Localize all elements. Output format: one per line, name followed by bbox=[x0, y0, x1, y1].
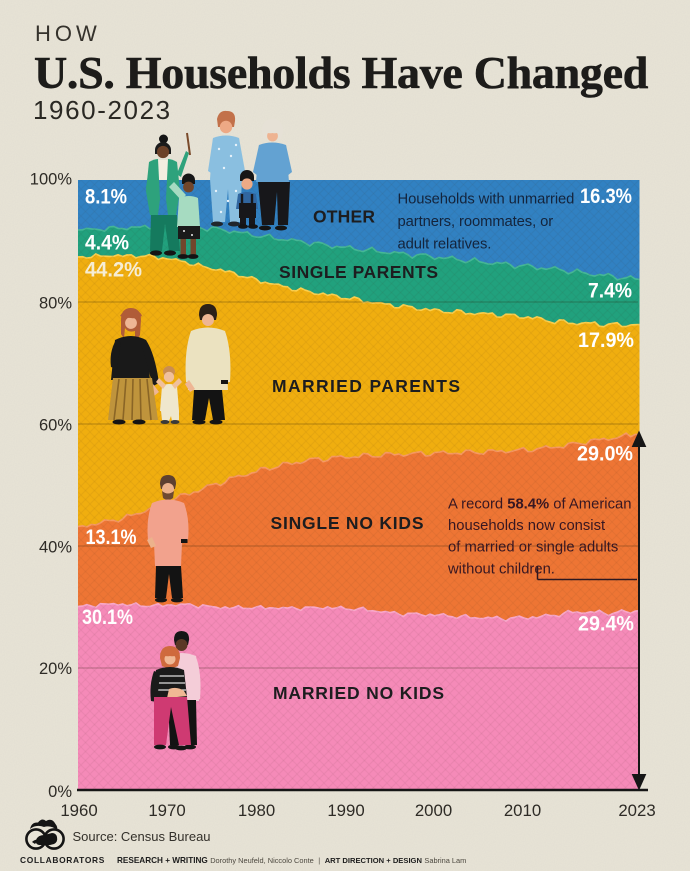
svg-text:29.4%: 29.4% bbox=[578, 613, 634, 636]
svg-text:of married or single adults: of married or single adults bbox=[448, 540, 618, 556]
svg-text:SINGLE NO KIDS: SINGLE NO KIDS bbox=[271, 513, 424, 533]
svg-text:100%: 100% bbox=[30, 171, 73, 189]
svg-text:without children.: without children. bbox=[447, 561, 555, 577]
svg-text:A record 58.4% of American: A record 58.4% of American bbox=[448, 496, 631, 512]
svg-text:1970: 1970 bbox=[148, 801, 185, 820]
svg-text:40%: 40% bbox=[39, 539, 72, 557]
svg-text:1990: 1990 bbox=[327, 801, 364, 820]
svg-text:4.4%: 4.4% bbox=[85, 232, 129, 255]
svg-text:13.1%: 13.1% bbox=[86, 526, 137, 550]
svg-text:0%: 0% bbox=[48, 783, 72, 801]
svg-text:MARRIED PARENTS: MARRIED PARENTS bbox=[272, 376, 460, 396]
svg-text:16.3%: 16.3% bbox=[580, 185, 632, 208]
svg-text:7.4%: 7.4% bbox=[588, 280, 632, 303]
svg-text:8.1%: 8.1% bbox=[85, 185, 127, 208]
svg-text:20%: 20% bbox=[39, 660, 72, 678]
svg-text:60%: 60% bbox=[39, 417, 72, 435]
svg-text:2023: 2023 bbox=[618, 801, 655, 820]
svg-text:1960: 1960 bbox=[60, 801, 97, 820]
svg-text:17.9%: 17.9% bbox=[578, 329, 634, 352]
svg-text:80%: 80% bbox=[39, 295, 72, 313]
svg-text:1980: 1980 bbox=[238, 801, 275, 820]
svg-text:Households with unmarried: Households with unmarried bbox=[398, 191, 575, 207]
svg-text:30.1%: 30.1% bbox=[82, 606, 133, 630]
svg-text:MARRIED NO KIDS: MARRIED NO KIDS bbox=[273, 683, 444, 703]
svg-text:2000: 2000 bbox=[415, 801, 452, 820]
svg-text:households now consist: households now consist bbox=[448, 518, 605, 534]
svg-text:44.2%: 44.2% bbox=[85, 258, 142, 281]
svg-text:SINGLE PARENTS: SINGLE PARENTS bbox=[279, 262, 438, 282]
svg-text:adult relatives.: adult relatives. bbox=[398, 237, 492, 253]
svg-text:29.0%: 29.0% bbox=[577, 443, 633, 466]
svg-text:OTHER: OTHER bbox=[313, 207, 375, 227]
svg-text:2010: 2010 bbox=[504, 801, 541, 820]
svg-text:partners, roommates, or: partners, roommates, or bbox=[398, 214, 554, 230]
